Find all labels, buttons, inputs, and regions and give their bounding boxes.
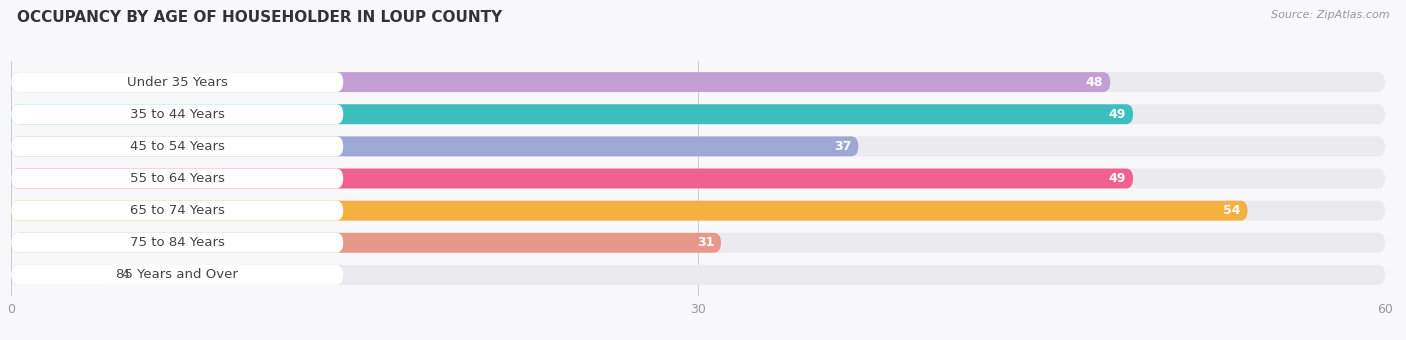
FancyBboxPatch shape: [11, 201, 1385, 221]
FancyBboxPatch shape: [11, 72, 1385, 92]
FancyBboxPatch shape: [11, 233, 721, 253]
FancyBboxPatch shape: [11, 136, 1385, 156]
FancyBboxPatch shape: [11, 136, 858, 156]
FancyBboxPatch shape: [11, 104, 1133, 124]
FancyBboxPatch shape: [11, 233, 343, 253]
FancyBboxPatch shape: [11, 136, 343, 156]
Text: Source: ZipAtlas.com: Source: ZipAtlas.com: [1271, 10, 1389, 20]
FancyBboxPatch shape: [11, 72, 343, 92]
FancyBboxPatch shape: [11, 169, 1385, 188]
Text: 49: 49: [1109, 172, 1126, 185]
Text: 49: 49: [1109, 108, 1126, 121]
Text: 75 to 84 Years: 75 to 84 Years: [129, 236, 225, 249]
Text: 31: 31: [697, 236, 714, 249]
FancyBboxPatch shape: [11, 72, 1111, 92]
Text: 48: 48: [1085, 75, 1104, 89]
FancyBboxPatch shape: [11, 265, 103, 285]
Text: 45 to 54 Years: 45 to 54 Years: [129, 140, 225, 153]
Text: 37: 37: [834, 140, 852, 153]
Text: 35 to 44 Years: 35 to 44 Years: [129, 108, 225, 121]
Text: OCCUPANCY BY AGE OF HOUSEHOLDER IN LOUP COUNTY: OCCUPANCY BY AGE OF HOUSEHOLDER IN LOUP …: [17, 10, 502, 25]
FancyBboxPatch shape: [11, 265, 343, 285]
Text: 54: 54: [1223, 204, 1240, 217]
FancyBboxPatch shape: [11, 201, 343, 221]
Text: 85 Years and Over: 85 Years and Over: [117, 268, 238, 282]
FancyBboxPatch shape: [11, 104, 1385, 124]
Text: Under 35 Years: Under 35 Years: [127, 75, 228, 89]
FancyBboxPatch shape: [11, 169, 1133, 188]
Text: 55 to 64 Years: 55 to 64 Years: [129, 172, 225, 185]
Text: 4: 4: [121, 268, 129, 282]
FancyBboxPatch shape: [11, 169, 343, 188]
FancyBboxPatch shape: [11, 265, 1385, 285]
FancyBboxPatch shape: [11, 104, 343, 124]
FancyBboxPatch shape: [11, 201, 1247, 221]
FancyBboxPatch shape: [11, 233, 1385, 253]
Text: 65 to 74 Years: 65 to 74 Years: [129, 204, 225, 217]
